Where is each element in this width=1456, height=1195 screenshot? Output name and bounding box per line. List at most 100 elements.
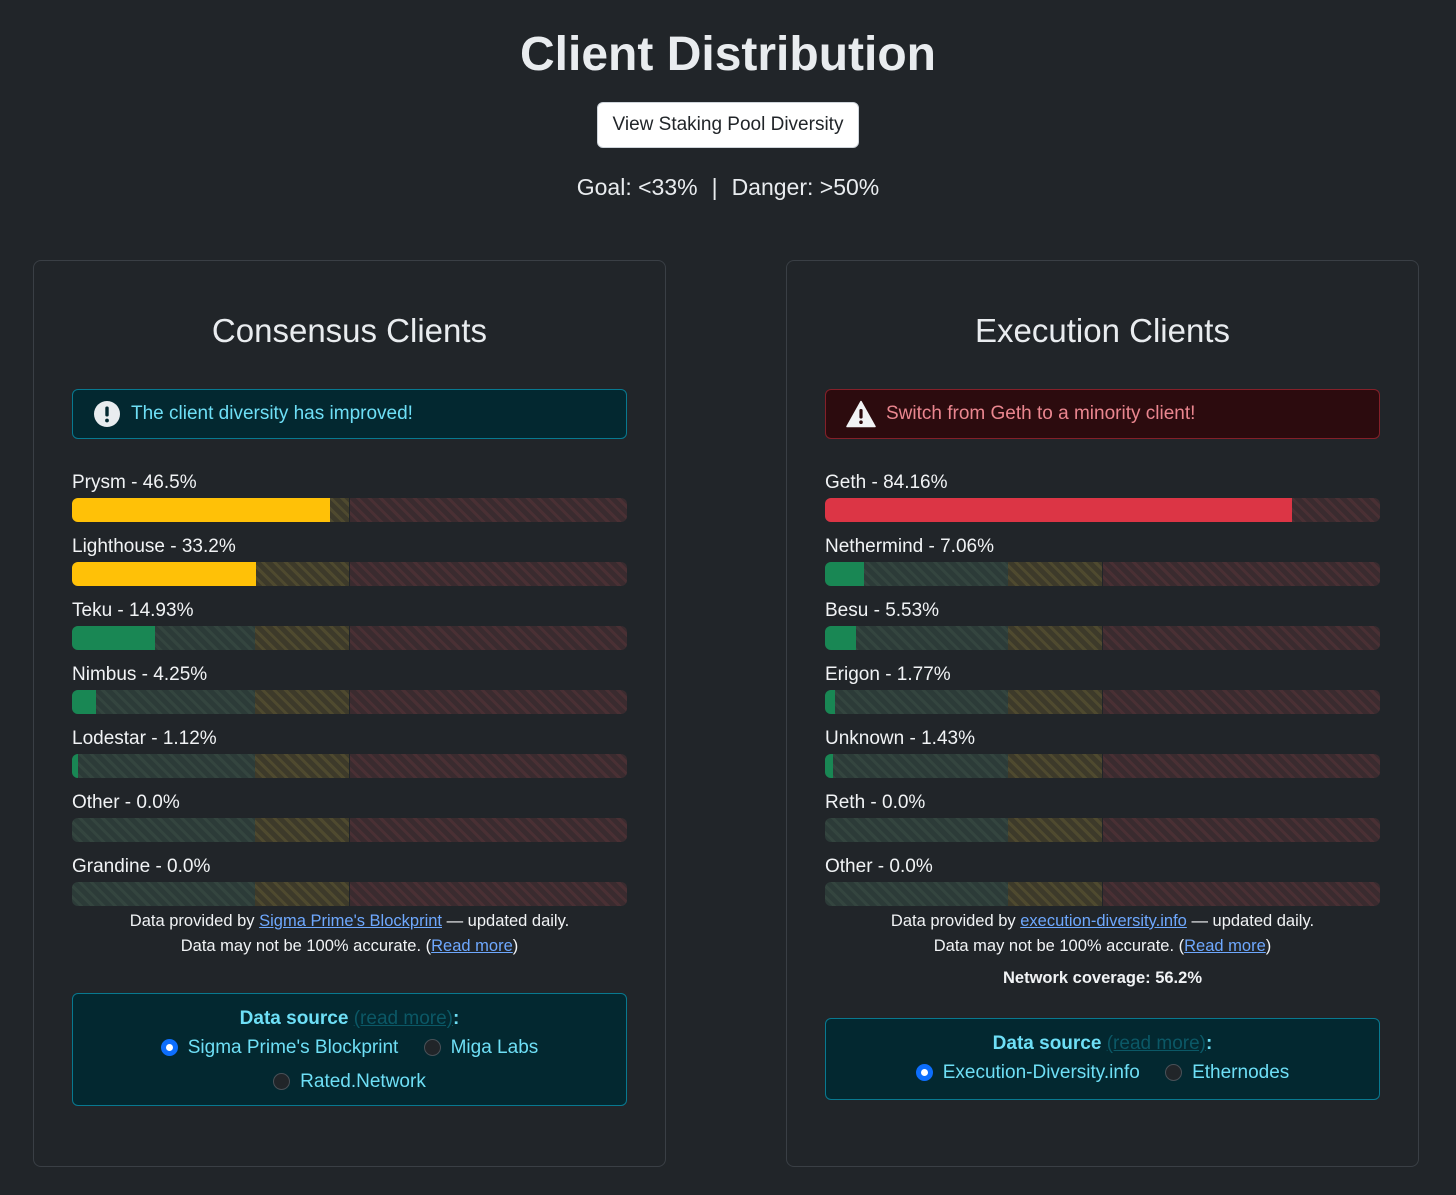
client-progress-bar bbox=[72, 626, 627, 650]
radio-ethernodes[interactable]: Ethernodes bbox=[1165, 1057, 1289, 1088]
foot-text: Data may not be 100% accurate. ( bbox=[180, 937, 432, 955]
data-source-read-more-link[interactable]: (read more) bbox=[353, 1008, 453, 1029]
exclamation-circle-icon bbox=[93, 400, 121, 428]
client-bar-row: Grandine - 0.0% bbox=[72, 855, 627, 906]
goal-zone bbox=[825, 754, 1009, 778]
blockprint-link[interactable]: Sigma Prime's Blockprint bbox=[259, 912, 442, 930]
data-source-label: Data source bbox=[992, 1033, 1102, 1054]
consensus-data-note: Data provided by Sigma Prime's Blockprin… bbox=[72, 909, 627, 959]
danger-zone bbox=[349, 562, 627, 586]
execution-bars: Geth - 84.16% Nethermind - 7.06% Besu - … bbox=[825, 471, 1380, 906]
warning-zone bbox=[255, 690, 350, 714]
warning-zone bbox=[255, 754, 350, 778]
danger-text: Danger: >50% bbox=[731, 174, 880, 200]
client-progress-bar bbox=[72, 882, 627, 906]
client-label: Other - 0.0% bbox=[825, 856, 933, 877]
warning-zone bbox=[1008, 754, 1103, 778]
foot-text: — updated daily. bbox=[1186, 912, 1315, 930]
client-progress-bar bbox=[825, 690, 1380, 714]
radio-label[interactable]: Rated.Network bbox=[300, 1071, 426, 1092]
separator: | bbox=[711, 174, 718, 200]
danger-zone bbox=[1102, 754, 1380, 778]
data-source-label: Data source bbox=[239, 1008, 349, 1029]
execution-data-note: Data provided by execution-diversity.inf… bbox=[825, 909, 1380, 959]
client-label: Lodestar - 1.12% bbox=[72, 728, 217, 749]
radio-label[interactable]: Execution-Diversity.info bbox=[942, 1062, 1140, 1083]
client-bar-fill bbox=[72, 690, 96, 714]
warning-zone bbox=[1008, 626, 1103, 650]
radio-unchecked-icon[interactable] bbox=[1165, 1064, 1183, 1081]
client-bar-fill bbox=[825, 690, 835, 714]
client-progress-bar bbox=[825, 562, 1380, 586]
danger-zone bbox=[349, 818, 627, 842]
radio-label[interactable]: Miga Labs bbox=[450, 1037, 539, 1058]
client-bar-row: Prysm - 46.5% bbox=[72, 471, 627, 535]
warning-zone bbox=[1008, 882, 1103, 906]
client-label: Prysm - 46.5% bbox=[72, 472, 197, 493]
page-title: Client Distribution bbox=[520, 28, 936, 81]
client-label: Erigon - 1.77% bbox=[825, 664, 951, 685]
client-progress-bar bbox=[72, 690, 627, 714]
client-progress-bar bbox=[825, 754, 1380, 778]
client-bar-row: Other - 0.0% bbox=[72, 791, 627, 855]
data-source-colon: : bbox=[1205, 1033, 1213, 1054]
client-bar-row: Geth - 84.16% bbox=[825, 471, 1380, 535]
danger-zone bbox=[349, 754, 627, 778]
execution-alert-text: Switch from Geth to a minority client! bbox=[886, 403, 1196, 424]
radio-sigma-prime[interactable]: Sigma Prime's Blockprint bbox=[160, 1032, 399, 1063]
goal-zone bbox=[825, 882, 1009, 906]
client-label: Nimbus - 4.25% bbox=[72, 664, 208, 685]
danger-zone bbox=[1102, 818, 1380, 842]
execution-title: Execution Clients bbox=[975, 312, 1230, 349]
goal-zone bbox=[72, 882, 256, 906]
radio-unchecked-icon[interactable] bbox=[423, 1039, 441, 1056]
execution-card: Execution Clients Switch from Geth to a … bbox=[786, 260, 1419, 1167]
data-source-read-more-link[interactable]: (read more) bbox=[1106, 1033, 1206, 1054]
danger-zone bbox=[1102, 562, 1380, 586]
radio-execution-diversity[interactable]: Execution-Diversity.info bbox=[915, 1057, 1140, 1088]
client-bar-fill bbox=[72, 754, 79, 778]
danger-zone bbox=[349, 498, 627, 522]
client-label: Unknown - 1.43% bbox=[825, 728, 975, 749]
foot-text: ) bbox=[1265, 937, 1272, 955]
consensus-title: Consensus Clients bbox=[211, 312, 488, 349]
goal-zone bbox=[72, 690, 256, 714]
client-bar-row: Other - 0.0% bbox=[825, 855, 1380, 906]
data-source-colon: : bbox=[452, 1008, 460, 1029]
radio-unchecked-icon[interactable] bbox=[273, 1073, 291, 1090]
client-progress-bar bbox=[72, 754, 627, 778]
client-bar-fill bbox=[72, 562, 257, 586]
danger-zone bbox=[1102, 690, 1380, 714]
client-bar-fill bbox=[825, 562, 865, 586]
read-more-link[interactable]: Read more bbox=[1184, 937, 1266, 955]
client-progress-bar bbox=[72, 818, 627, 842]
execution-alert: Switch from Geth to a minority client! bbox=[825, 389, 1380, 439]
radio-checked-icon[interactable] bbox=[915, 1064, 933, 1081]
client-bar-row: Besu - 5.53% bbox=[825, 599, 1380, 663]
client-progress-bar bbox=[72, 562, 627, 586]
radio-label[interactable]: Sigma Prime's Blockprint bbox=[187, 1037, 399, 1058]
radio-checked-icon[interactable] bbox=[160, 1039, 178, 1056]
radio-label[interactable]: Ethernodes bbox=[1192, 1062, 1290, 1083]
read-more-link[interactable]: Read more bbox=[431, 937, 513, 955]
client-bar-row: Teku - 14.93% bbox=[72, 599, 627, 663]
execution-diversity-link[interactable]: execution-diversity.info bbox=[1020, 912, 1187, 930]
view-staking-pool-diversity-button[interactable]: View Staking Pool Diversity bbox=[596, 102, 860, 148]
goal-zone bbox=[825, 690, 1009, 714]
client-bar-row: Lodestar - 1.12% bbox=[72, 727, 627, 791]
client-label: Lighthouse - 33.2% bbox=[72, 536, 236, 557]
client-progress-bar bbox=[825, 818, 1380, 842]
client-bar-row: Nethermind - 7.06% bbox=[825, 535, 1380, 599]
client-bar-row: Reth - 0.0% bbox=[825, 791, 1380, 855]
client-progress-bar bbox=[825, 498, 1380, 522]
client-bar-fill bbox=[72, 498, 331, 522]
client-bar-row: Unknown - 1.43% bbox=[825, 727, 1380, 791]
radio-rated-network[interactable]: Rated.Network bbox=[273, 1066, 426, 1097]
network-coverage: Network coverage: 56.2% bbox=[1002, 969, 1202, 987]
warning-zone bbox=[255, 818, 350, 842]
consensus-card: Consensus Clients The client diversity h… bbox=[33, 260, 666, 1167]
warning-zone bbox=[255, 562, 350, 586]
client-label: Grandine - 0.0% bbox=[72, 856, 211, 877]
radio-miga-labs[interactable]: Miga Labs bbox=[423, 1032, 539, 1063]
client-label: Besu - 5.53% bbox=[825, 600, 940, 621]
